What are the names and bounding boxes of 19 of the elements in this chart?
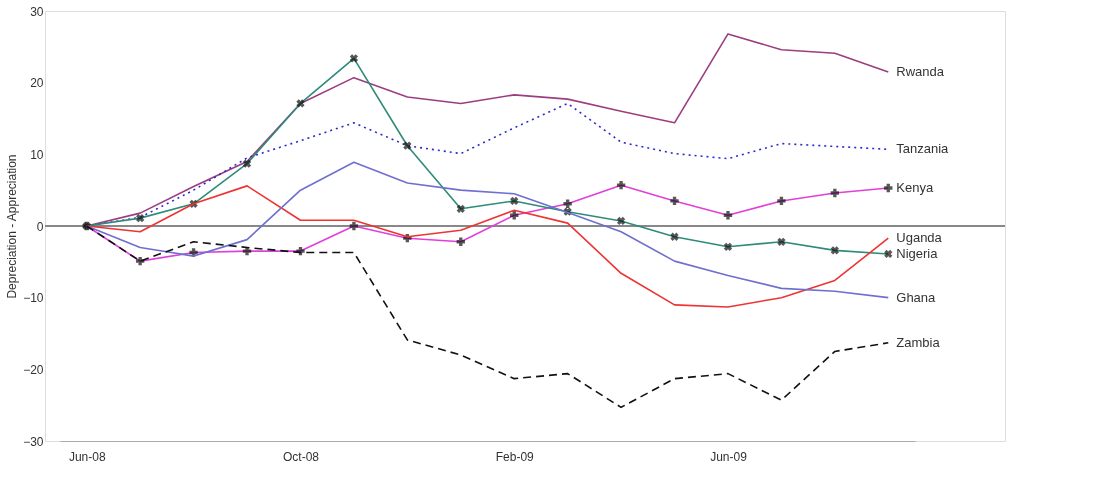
series-label: Rwanda (896, 63, 945, 79)
y-tick-label: 30 (30, 4, 44, 19)
series-label: Ghana (896, 289, 937, 305)
y-axis-title: Depreciation - Appreciation (5, 154, 20, 299)
series-label: Nigeria (896, 245, 939, 261)
y-tick-label: 10 (30, 147, 44, 162)
y-tick-label: 0 (36, 219, 44, 234)
series-label: Zambia (896, 334, 941, 350)
series-label: Tanzania (896, 141, 950, 157)
y-tick-label: −20 (23, 362, 44, 377)
x-tick-label: Oct-08 (282, 449, 320, 464)
x-tick-label: Jun-09 (710, 449, 748, 464)
series-label: Kenya (896, 180, 934, 196)
y-tick-label: 20 (30, 76, 44, 91)
y-tick-label: −10 (23, 291, 44, 306)
series-label: Uganda (896, 230, 943, 246)
x-tick-label: Jun-08 (68, 449, 106, 464)
y-tick-label: −30 (23, 434, 44, 449)
x-tick-label: Feb-09 (495, 449, 535, 464)
